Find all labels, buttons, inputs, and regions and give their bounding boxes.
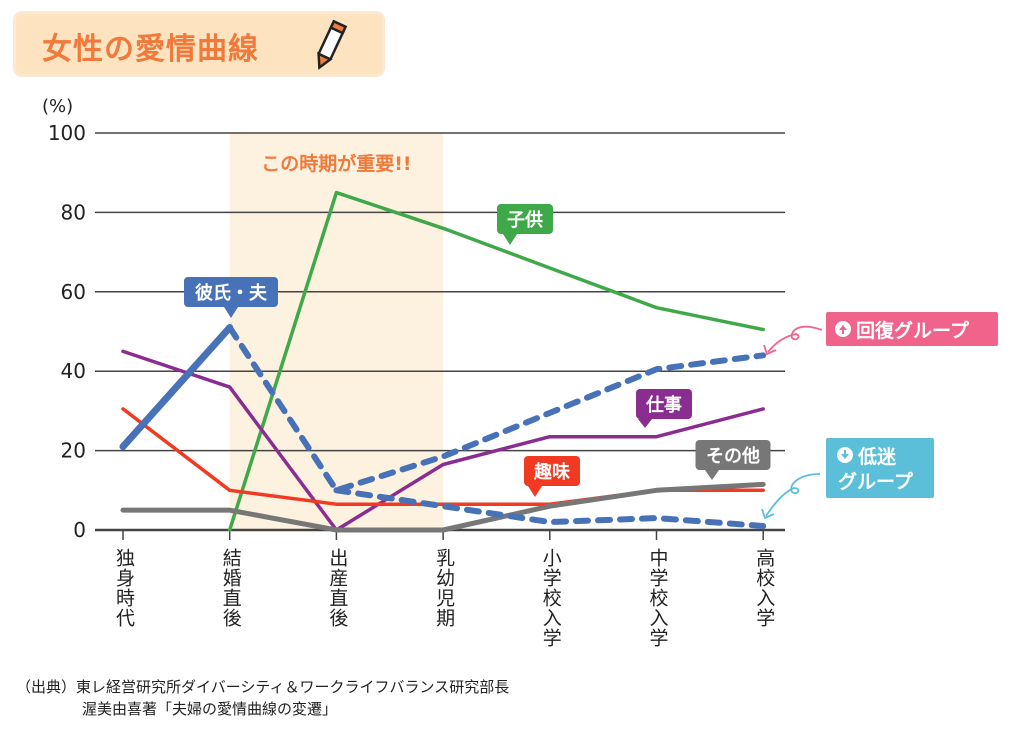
source-line-2: 渥美由喜著「夫婦の愛情曲線の変遷」 bbox=[82, 700, 338, 718]
y-tick-label: 80 bbox=[61, 200, 86, 224]
label-hobby-pointer bbox=[528, 486, 542, 497]
label-other-label: その他 bbox=[706, 445, 760, 467]
x-tick-label: 乳幼児期 bbox=[433, 548, 456, 628]
x-tick-label: 中学校入学 bbox=[646, 548, 669, 648]
down-arrow-glyph bbox=[841, 450, 849, 459]
series-line-3 bbox=[333, 487, 767, 530]
x-tick-label: 出産直後 bbox=[326, 548, 349, 628]
slump-label-2: グループ bbox=[838, 470, 914, 493]
x-tick-label: 独身時代 bbox=[113, 548, 135, 628]
label-husband-label: 彼氏・夫 bbox=[195, 282, 268, 304]
series-line-4 bbox=[121, 349, 765, 532]
y-tick-label: 0 bbox=[73, 518, 86, 542]
recovery-label: 回復グループ bbox=[856, 319, 970, 342]
x-tick-label: 結婚直後 bbox=[219, 548, 242, 628]
label-children-label: 子供 bbox=[507, 209, 543, 231]
series-line-1 bbox=[119, 324, 234, 451]
label-work-label: 仕事 bbox=[645, 394, 682, 416]
x-tick-label: 高校入学 bbox=[753, 548, 776, 628]
label-work-box bbox=[636, 389, 692, 419]
label-hobby-box bbox=[524, 456, 580, 486]
up-arrow-glyph bbox=[839, 325, 847, 334]
source-line-1: （出典）東レ経営研究所ダイバーシティ＆ワークライフバランス研究部長 bbox=[16, 678, 510, 696]
highlight-band bbox=[229, 133, 444, 530]
slump-arrow bbox=[765, 473, 821, 517]
label-work-pointer bbox=[638, 419, 652, 428]
highlight-label: この時期が重要!! bbox=[261, 152, 411, 175]
series-line-6 bbox=[120, 481, 766, 533]
label-husband-pointer bbox=[224, 307, 238, 318]
y-tick-label: 100 bbox=[48, 121, 86, 145]
label-husband-box bbox=[184, 277, 278, 307]
recovery-badge bbox=[826, 312, 998, 346]
series-line-0 bbox=[227, 190, 765, 532]
label-hobby-label: 趣味 bbox=[533, 462, 570, 483]
recovery-arrow bbox=[767, 325, 823, 353]
slump-arrowhead bbox=[761, 508, 775, 520]
y-tick-label: 40 bbox=[61, 359, 86, 383]
label-other-box bbox=[695, 440, 771, 470]
recovery-arrowhead bbox=[763, 344, 777, 356]
slump-badge bbox=[826, 438, 934, 498]
series-line-2 bbox=[226, 324, 767, 494]
source-citation: （出典）東レ経営研究所ダイバーシティ＆ワークライフバランス研究部長 渥美由喜著「… bbox=[16, 676, 509, 720]
label-children-box bbox=[497, 204, 553, 234]
x-tick-label: 小学校入学 bbox=[539, 548, 562, 648]
pencil-icon bbox=[317, 19, 348, 70]
y-tick-label: 20 bbox=[61, 439, 86, 463]
y-axis-unit: (%) bbox=[42, 96, 73, 117]
slump-label-1: 低迷 bbox=[857, 445, 897, 468]
chart-title: 女性の愛情曲線 bbox=[42, 32, 259, 67]
label-other-pointer bbox=[705, 470, 719, 480]
label-children-pointer bbox=[503, 234, 517, 245]
y-tick-label: 60 bbox=[61, 280, 86, 304]
